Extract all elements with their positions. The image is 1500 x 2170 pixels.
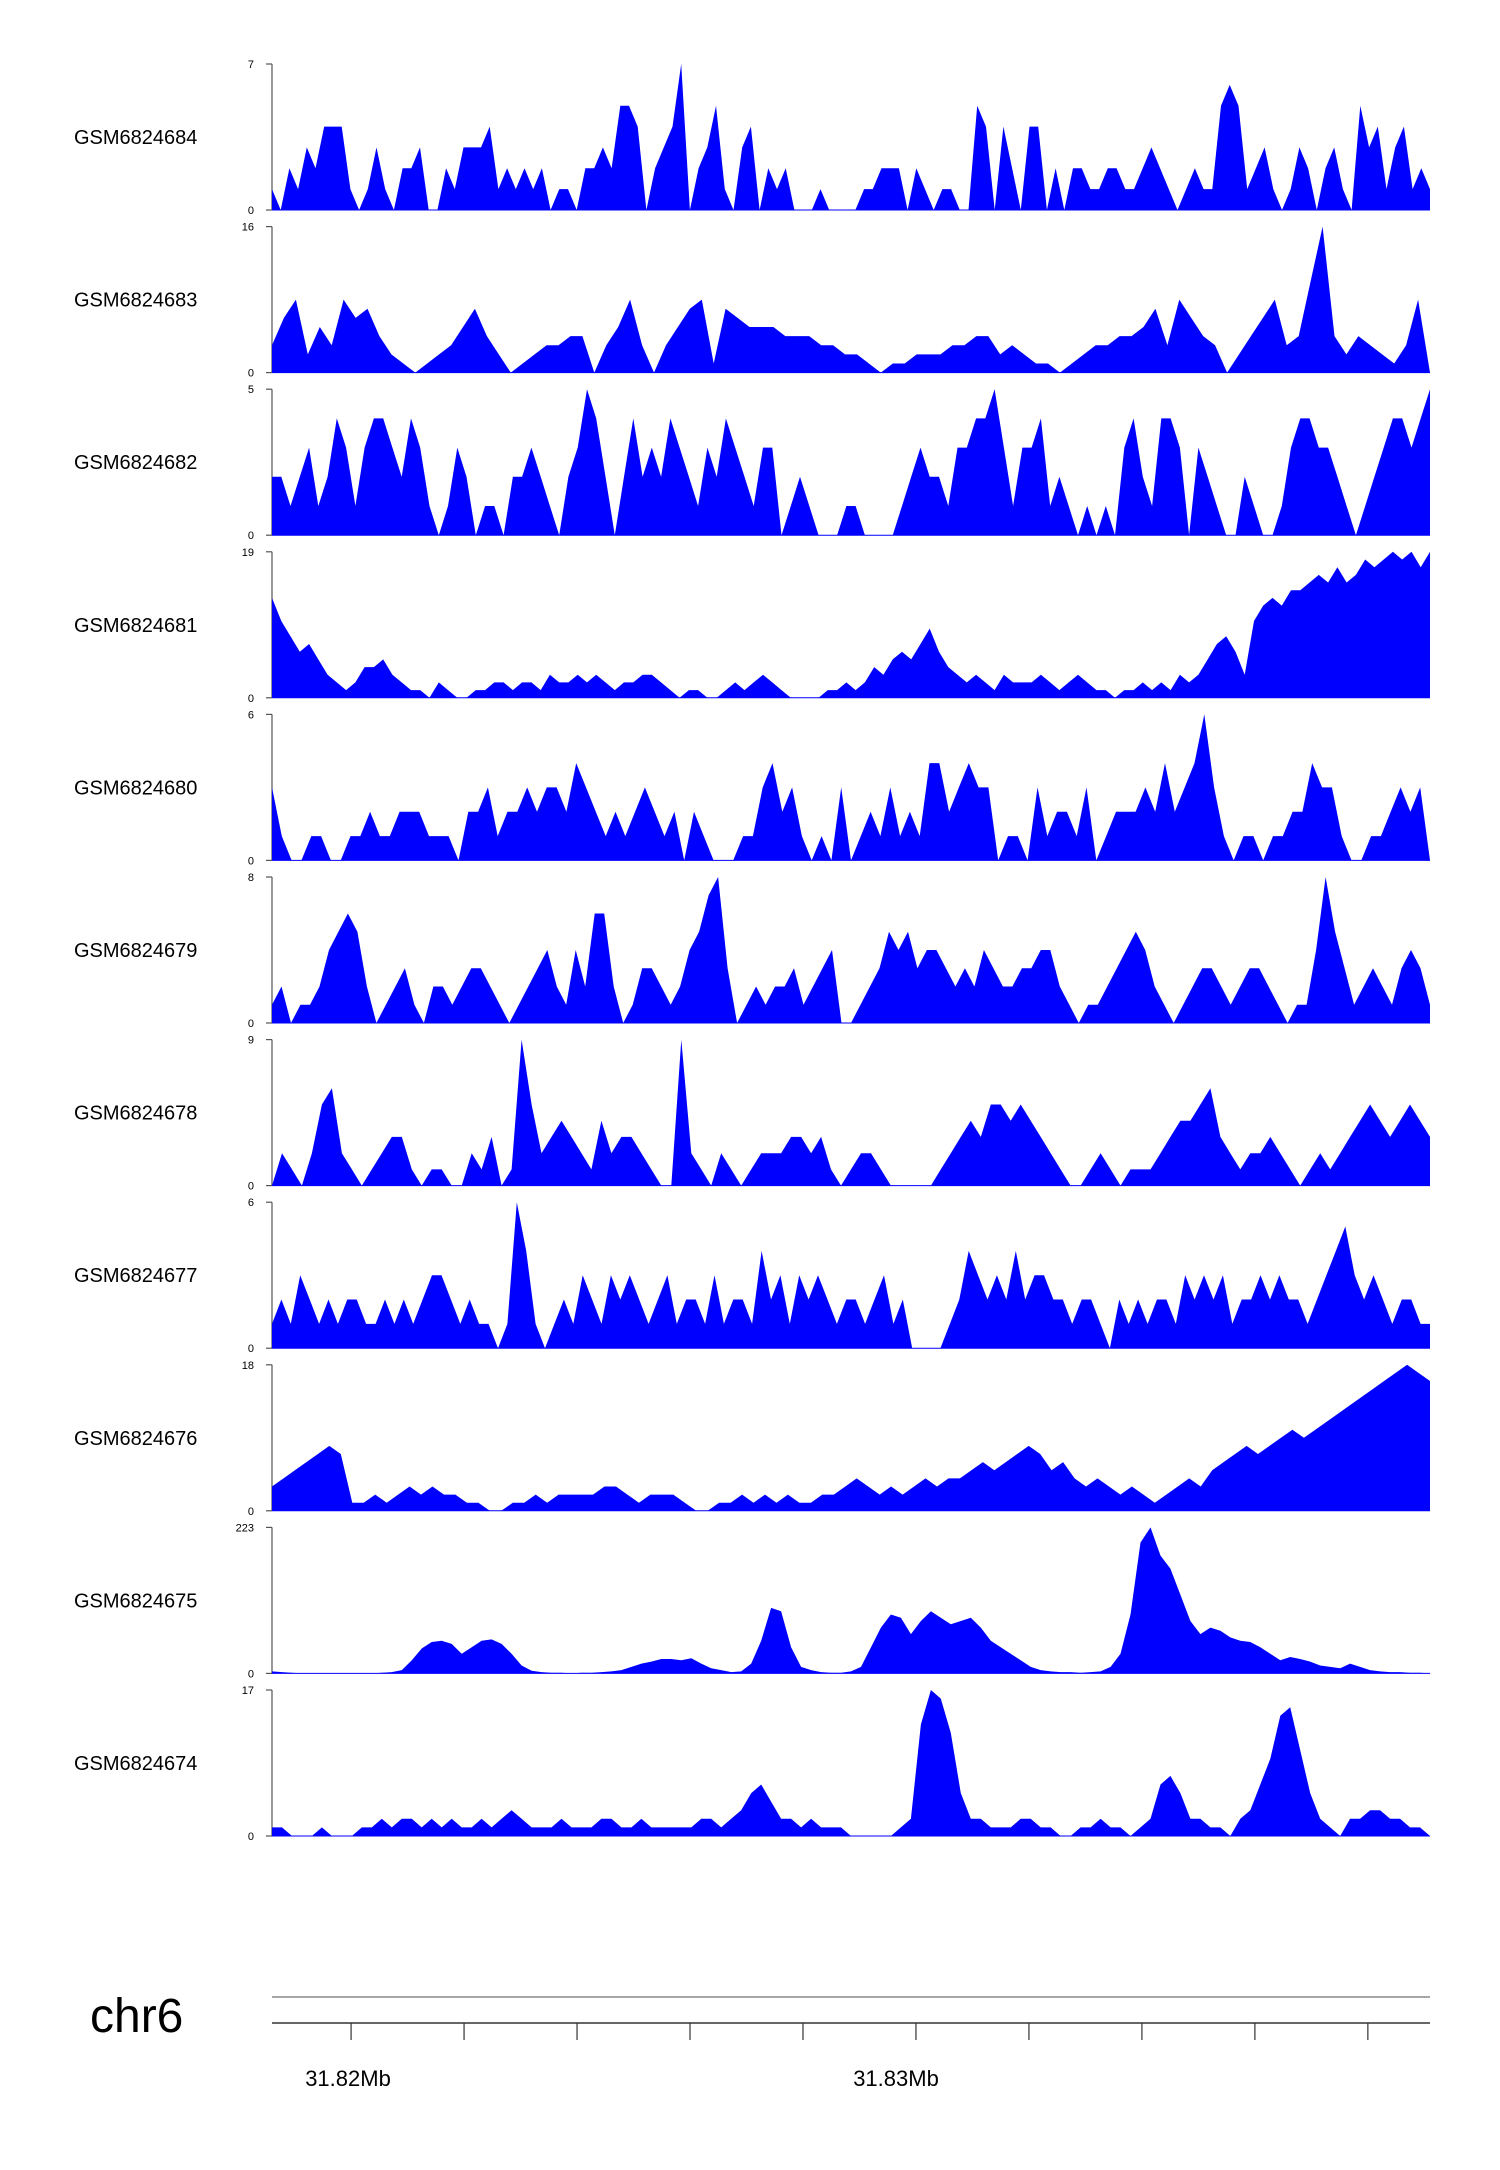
coverage-area: [272, 551, 1430, 698]
y-axis-min-label: 0: [248, 1506, 254, 1518]
track-GSM6824683: GSM6824683 16 0: [74, 222, 1430, 380]
track-GSM6824676: GSM6824676 18 0: [74, 1360, 1430, 1518]
y-axis-min-label: 0: [248, 1668, 254, 1680]
y-axis-max-label: 17: [242, 1685, 254, 1697]
track-GSM6824677: GSM6824677 6 0: [74, 1197, 1430, 1355]
y-axis-min-label: 0: [248, 1181, 254, 1193]
coverage-area: [272, 389, 1430, 536]
y-axis-min-label: 0: [248, 693, 254, 705]
track-GSM6824684: GSM6824684 7 0: [74, 59, 1430, 217]
coverage-area: [272, 877, 1430, 1023]
coverage-tracks: GSM682468470GSM6824683160GSM682468250GSM…: [74, 59, 1430, 1843]
y-axis-min-label: 0: [248, 855, 254, 867]
track-label: GSM6824682: [74, 452, 197, 474]
y-axis-min-label: 0: [248, 1831, 254, 1843]
coverage-area: [272, 226, 1430, 373]
coverage-area: [272, 714, 1430, 861]
track-label: GSM6824684: [74, 127, 197, 149]
track-GSM6824681: GSM6824681 19 0: [74, 547, 1430, 705]
track-label: GSM6824674: [74, 1753, 197, 1775]
y-axis-min-label: 0: [248, 368, 254, 380]
genome-ruler: chr6 31.82Mb 31.83Mb: [90, 1990, 1430, 2091]
y-axis-max-label: 6: [248, 1197, 254, 1209]
y-axis-max-label: 223: [236, 1522, 254, 1534]
y-axis-max-label: 19: [242, 547, 254, 559]
track-label: GSM6824677: [74, 1265, 197, 1287]
track-GSM6824682: GSM6824682 5 0: [74, 384, 1430, 542]
track-label: GSM6824676: [74, 1428, 197, 1450]
track-label: GSM6824678: [74, 1103, 197, 1125]
track-GSM6824680: GSM6824680 6 0: [74, 709, 1430, 867]
ruler-ticks: [350, 2023, 1369, 2040]
y-axis-min-label: 0: [248, 1018, 254, 1030]
y-axis-min-label: 0: [248, 205, 254, 217]
coverage-area: [272, 1364, 1430, 1511]
y-axis-max-label: 18: [242, 1360, 254, 1372]
track-GSM6824674: GSM6824674 17 0: [74, 1685, 1430, 1843]
y-axis-min-label: 0: [248, 530, 254, 542]
track-label: GSM6824681: [74, 615, 197, 637]
coverage-area: [272, 1527, 1430, 1674]
coverage-area: [272, 1690, 1430, 1836]
y-axis-max-label: 5: [248, 384, 254, 396]
coverage-area: [272, 1039, 1430, 1186]
track-label: GSM6824675: [74, 1590, 197, 1612]
track-label: GSM6824680: [74, 777, 197, 799]
chromosome-label: chr6: [90, 1990, 183, 2043]
track-GSM6824675: GSM6824675 223 0: [74, 1522, 1430, 1680]
track-label: GSM6824683: [74, 290, 197, 312]
y-axis-max-label: 16: [242, 222, 254, 234]
coordinate-label-1: 31.82Mb: [305, 2066, 391, 2091]
y-axis-max-label: 7: [248, 59, 254, 71]
track-GSM6824679: GSM6824679 8 0: [74, 872, 1430, 1030]
coordinate-label-2: 31.83Mb: [853, 2066, 939, 2091]
y-axis-max-label: 8: [248, 872, 254, 884]
y-axis-min-label: 0: [248, 1343, 254, 1355]
y-axis-max-label: 6: [248, 709, 254, 721]
y-axis-max-label: 9: [248, 1035, 254, 1047]
coverage-area: [272, 1202, 1430, 1349]
track-GSM6824678: GSM6824678 9 0: [74, 1035, 1430, 1193]
track-label: GSM6824679: [74, 940, 197, 962]
coverage-area: [272, 64, 1430, 210]
